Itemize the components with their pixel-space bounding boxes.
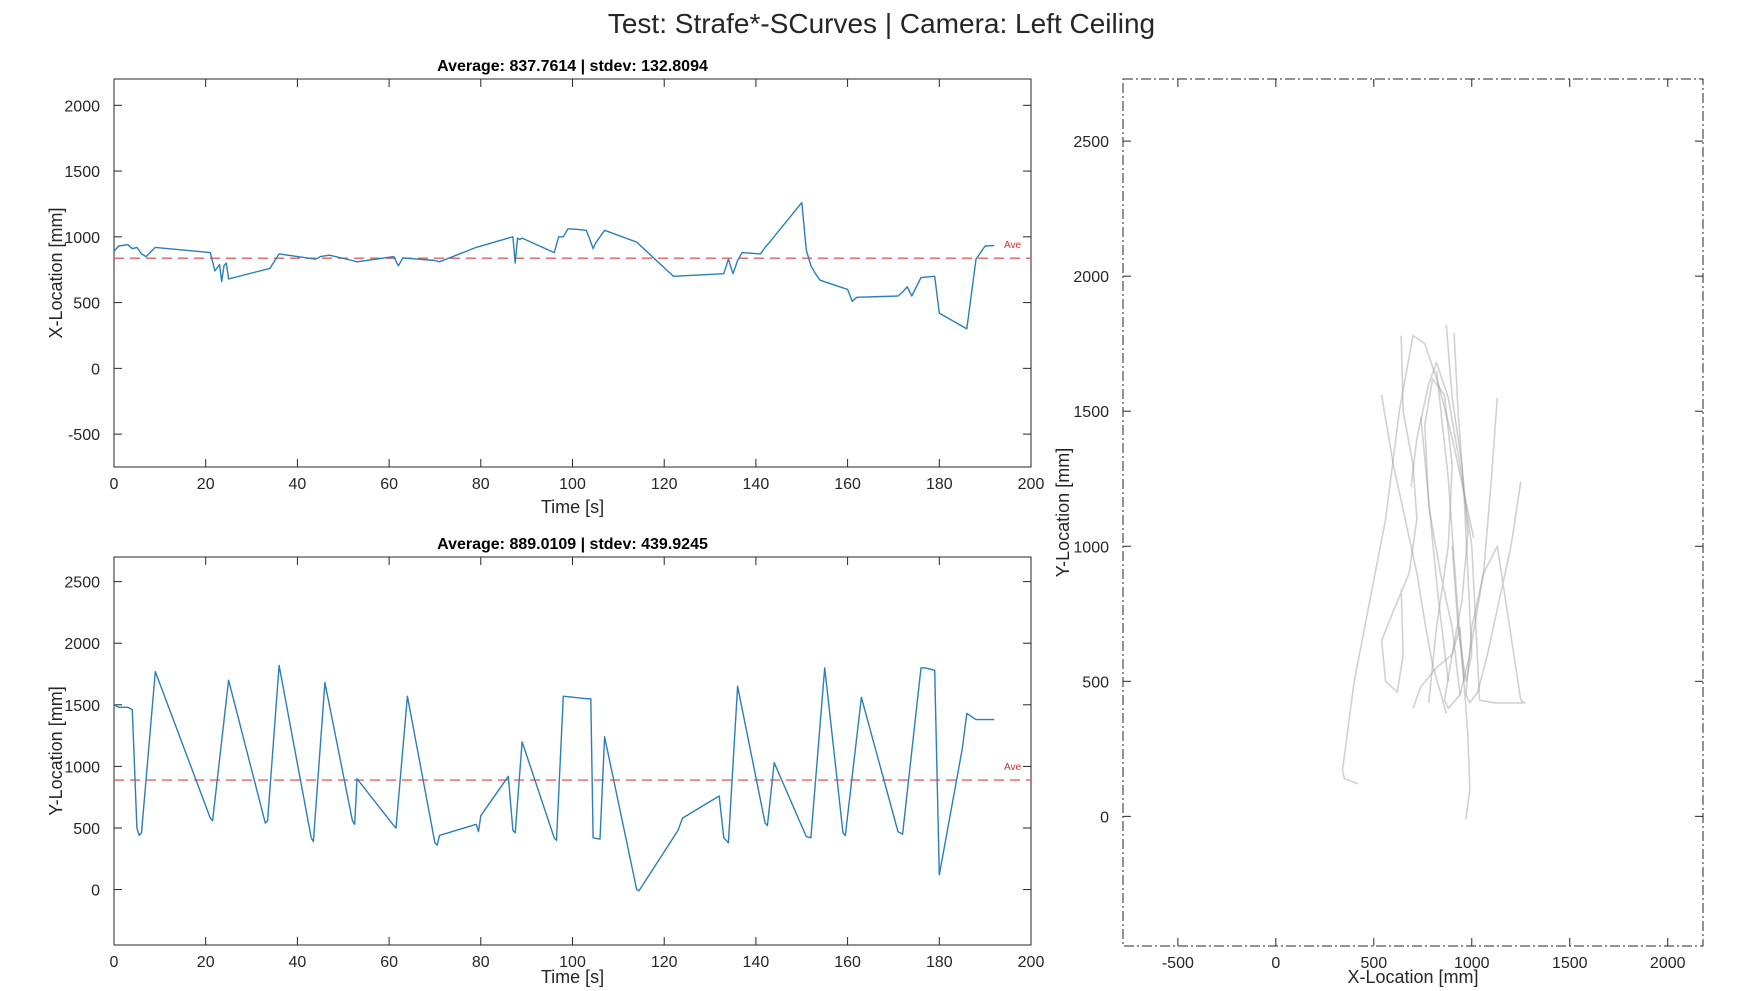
y-tick-label: 2500 [64, 575, 100, 592]
y-tick-label: 0 [91, 361, 100, 378]
y-axis-label: X-Location [mm] [46, 207, 66, 338]
x-location-time-plot: 0 20 40 60 80 100 120 140 160 180 200 -500 0 500 1000 1… [46, 58, 1044, 517]
x-tick-label: 80 [472, 954, 490, 971]
x-tick-label: 200 [1018, 476, 1045, 493]
trajectory-path [1341, 334, 1475, 785]
y-tick-label: 500 [1082, 674, 1109, 691]
x-tick-label: 160 [834, 476, 861, 493]
y-tick-label: 2000 [1073, 269, 1109, 286]
average-label: Ave [1004, 240, 1021, 251]
y-tick-label: 1500 [64, 698, 100, 715]
x-axis-label: X-Location [mm] [1347, 967, 1478, 987]
x-axis-label: Time [s] [541, 967, 604, 987]
x-tick-label: 160 [834, 954, 861, 971]
x-tick-label: 0 [110, 476, 119, 493]
trajectory-path [1424, 377, 1461, 703]
series-group [114, 201, 1031, 330]
y-tick-label: 0 [91, 883, 100, 900]
x-tick-label: 0 [1271, 955, 1280, 972]
trajectory-plot: -500 0 500 1000 1500 2000 0 500 1000 1500 2000 2500… [1053, 78, 1704, 987]
y-tick-label: 1000 [64, 759, 100, 776]
series-line [114, 201, 995, 330]
x-tick-label: 40 [289, 954, 307, 971]
series-group [114, 664, 1031, 892]
x-tick-label: 500 [1360, 955, 1387, 972]
x-tick-label: 120 [651, 476, 678, 493]
trajectory-path [1435, 370, 1465, 682]
x-tick-label: 0 [110, 954, 119, 971]
y-axis-label: Y-Location [mm] [1053, 448, 1073, 577]
trajectory-path [1443, 324, 1499, 710]
y-tick-label: 2000 [64, 636, 100, 653]
x-tick-label: 180 [926, 954, 953, 971]
x-tick-label: 140 [743, 954, 770, 971]
figure-title: Test: Strafe*-SCurves | Camera: Left Cei… [607, 8, 1156, 39]
trajectory-path [1465, 481, 1526, 704]
x-tick-label: 1500 [1552, 955, 1588, 972]
x-tick-label: 140 [743, 476, 770, 493]
y-tick-label: 2000 [64, 98, 100, 115]
trajectory-path [1380, 394, 1448, 714]
plot-title: Average: 837.7614 | stdev: 132.8094 [437, 58, 708, 75]
trajectory-path [1410, 361, 1481, 701]
plot-title: Average: 889.0109 | stdev: 439.9245 [437, 536, 708, 553]
x-tick-label: 180 [926, 476, 953, 493]
x-tick-label: 80 [472, 476, 490, 493]
series-group [1341, 324, 1526, 820]
x-tick-label: 120 [651, 954, 678, 971]
trajectory-path [1380, 335, 1418, 693]
series-line [114, 664, 995, 892]
y-tick-label: 2500 [1073, 134, 1109, 151]
plot-area [1122, 78, 1704, 947]
y-tick-label: 500 [73, 821, 100, 838]
y-tick-label: 1500 [64, 164, 100, 181]
trajectory-path [1412, 626, 1471, 820]
x-tick-label: 60 [380, 954, 398, 971]
x-tick-label: 100 [559, 476, 586, 493]
x-tick-label: 200 [1018, 954, 1045, 971]
x-tick-label: -500 [1162, 955, 1194, 972]
average-label: Ave [1004, 762, 1021, 773]
plot-area [113, 78, 1032, 468]
x-tick-label: 20 [197, 954, 215, 971]
y-axis-label: Y-Location [mm] [46, 686, 66, 815]
x-tick-label: 1000 [1454, 955, 1490, 972]
y-tick-label: 0 [1100, 809, 1109, 826]
x-tick-label: 20 [197, 476, 215, 493]
x-tick-label: 100 [559, 954, 586, 971]
y-tick-label: -500 [68, 427, 100, 444]
y-tick-label: 500 [73, 296, 100, 313]
y-tick-label: 1000 [1073, 539, 1109, 556]
trajectory-path [1451, 332, 1473, 683]
x-tick-label: 40 [289, 476, 307, 493]
y-tick-label: 1000 [64, 230, 100, 247]
plot-area [113, 556, 1032, 946]
x-axis-label: Time [s] [541, 497, 604, 517]
x-tick-label: 2000 [1650, 955, 1686, 972]
y-location-time-plot: 0 20 40 60 80 100 120 140 160 180 2000500100015002… [46, 536, 1044, 987]
trajectory-path [1420, 416, 1450, 682]
y-tick-label: 1500 [1073, 404, 1109, 421]
x-tick-label: 60 [380, 476, 398, 493]
